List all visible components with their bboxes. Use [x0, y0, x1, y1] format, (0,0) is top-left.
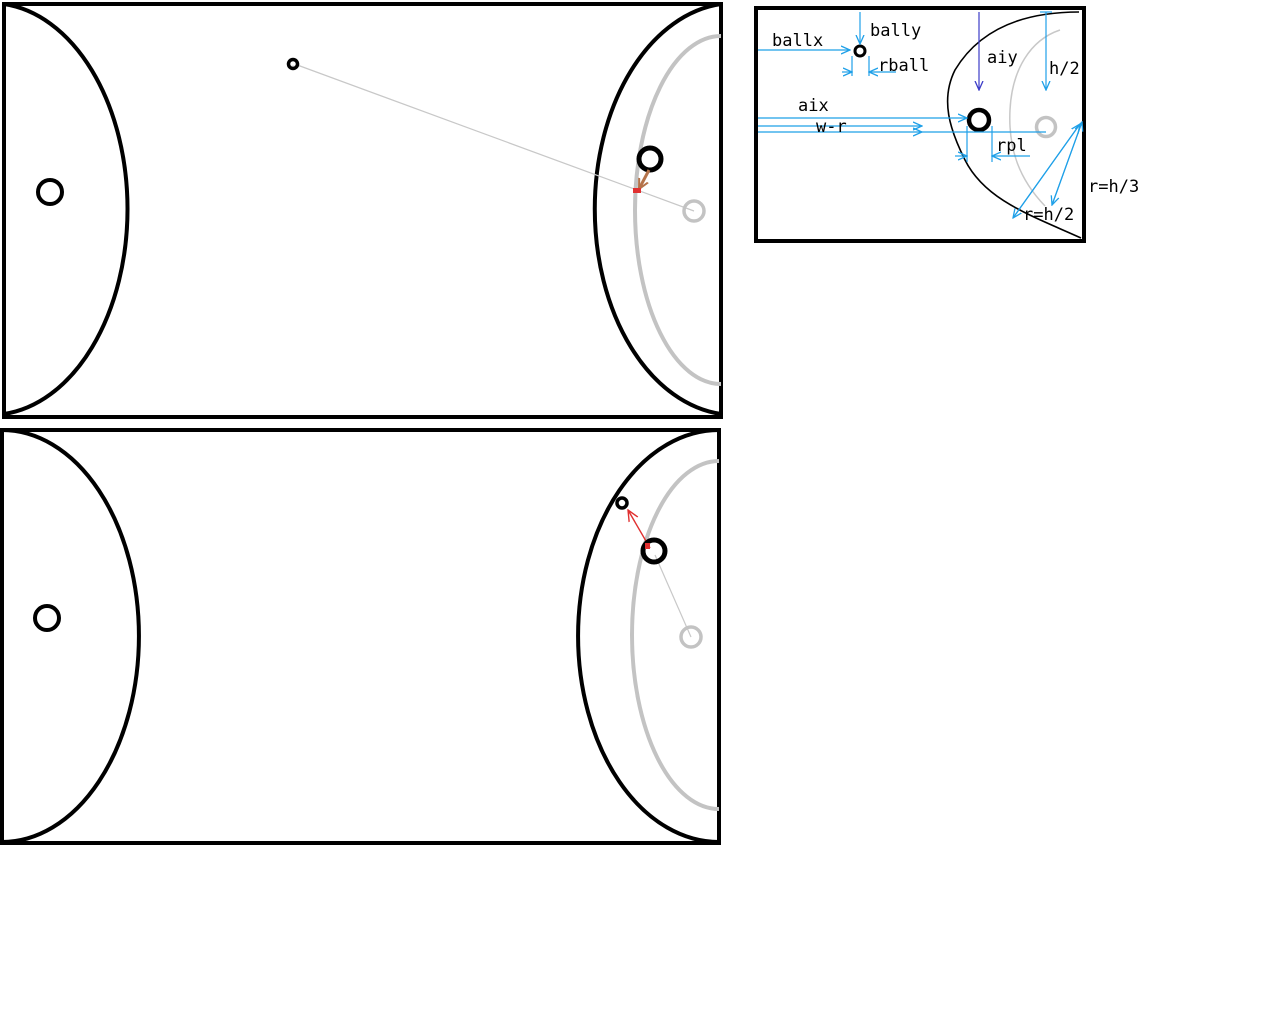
top-left-player [36, 178, 64, 206]
top-right-goal-arc [592, 2, 722, 416]
label-rh2: r=h/2 [1023, 205, 1074, 225]
inset-goal-curve [946, 11, 1082, 239]
bottom-trajectory-line [654, 554, 692, 638]
label-rball: rball [878, 56, 929, 76]
bottom-ball [615, 496, 629, 510]
inset-ball [853, 44, 867, 58]
inset-ai-target [1034, 115, 1058, 139]
inset-border [754, 6, 1086, 243]
top-intercept-point [633, 188, 641, 193]
top-trajectory-line [300, 66, 695, 212]
bottom-ai-target [679, 625, 703, 649]
label-h2: h/2 [1049, 59, 1080, 79]
bottom-left-player [33, 604, 61, 632]
bottom-intercept-point [645, 543, 650, 549]
top-ball [286, 57, 300, 71]
label-rpl: rpl [996, 136, 1027, 156]
top-ai-player [636, 145, 664, 173]
label-wr: w-r [816, 117, 847, 137]
bottom-ai-player [640, 537, 668, 565]
label-rh3: r=h/3 [1088, 177, 1139, 197]
top-right-gray-arc [633, 34, 722, 386]
inset-gray-arc [1009, 29, 1061, 207]
label-aiy: aiy [987, 48, 1018, 68]
top-ai-move-arrow [637, 169, 651, 189]
r-h2-arrow-down [1013, 123, 1081, 218]
annotated-inset: ballx bally rball aiy h/2 aix w-r rpl r=… [754, 6, 1139, 243]
top-left-goal-arc [3, 2, 130, 416]
label-bally: bally [870, 21, 921, 41]
bottom-right-goal-arc [576, 428, 720, 844]
top-ai-target [682, 199, 706, 223]
bottom-left-goal-arc [1, 428, 141, 844]
label-aix: aix [798, 96, 829, 116]
bottom-field-border [0, 428, 721, 845]
top-field [2, 2, 723, 419]
r-h3-arrow-down [1052, 121, 1083, 205]
inset-ai-player [966, 107, 992, 133]
label-ballx: ballx [772, 31, 823, 51]
inset-annotations [758, 11, 1083, 218]
bottom-right-gray-arc [630, 459, 720, 811]
top-field-border [2, 2, 723, 419]
bottom-field [0, 428, 721, 845]
